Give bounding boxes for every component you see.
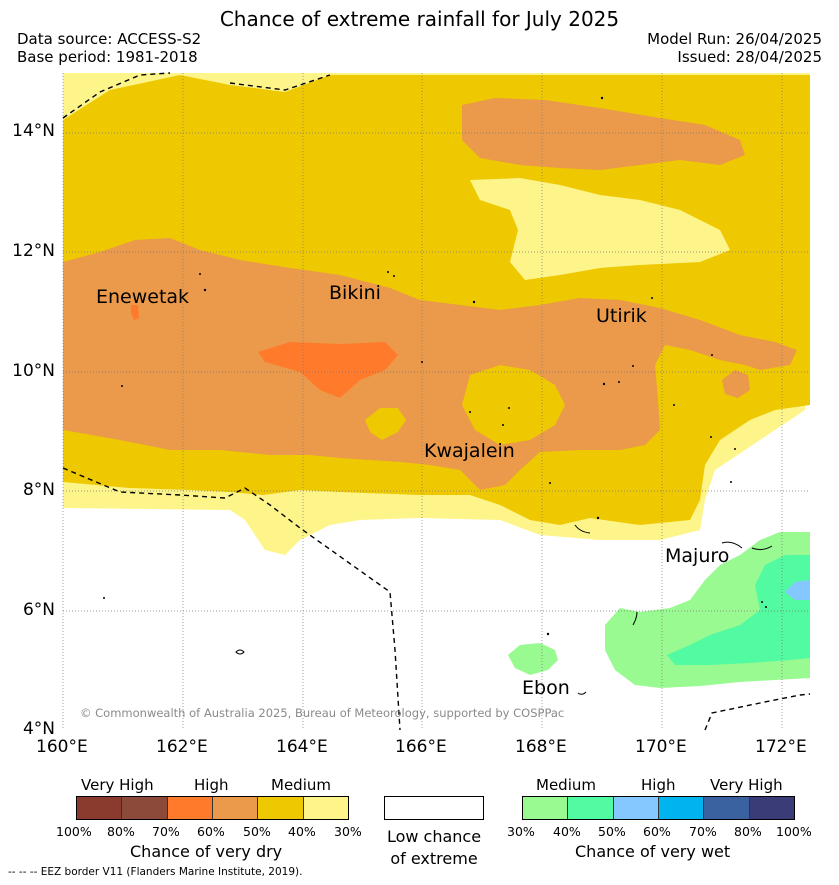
dry-legend-medium: Medium <box>271 776 331 794</box>
dry-50-60-north-band <box>462 98 745 170</box>
lon-tick-label: 164°E <box>276 737 328 757</box>
lat-tick-label: 12°N <box>12 241 55 261</box>
dry-swatch <box>167 797 213 819</box>
lon-tick-label: 162°E <box>156 737 208 757</box>
place-label-kwajalein: Kwajalein <box>424 440 515 462</box>
lon-tick-label: 160°E <box>36 737 88 757</box>
dry-40-50-small-patch <box>365 408 406 440</box>
wet-tick-label: 100% <box>776 824 812 839</box>
issued-date: Issued: 28/04/2025 <box>677 48 822 66</box>
wet-swatch <box>704 797 750 819</box>
dry-tick-label: 60% <box>197 824 225 839</box>
dry-tick-label: 100% <box>56 824 92 839</box>
base-period: Base period: 1981-2018 <box>17 48 198 66</box>
model-run: Model Run: 26/04/2025 <box>647 30 822 48</box>
wet-legend-caption: Chance of very wet <box>575 842 731 861</box>
dry-legend-high: High <box>194 776 229 794</box>
dry-swatch <box>122 797 168 819</box>
wet-tick-label: 30% <box>507 824 535 839</box>
wet-tick-label: 80% <box>734 824 762 839</box>
lat-tick-label: 14°N <box>12 121 55 141</box>
wet-50-60-region <box>785 580 810 600</box>
wet-swatch <box>568 797 614 819</box>
wet-colorbar <box>522 796 795 820</box>
low-chance-line2: of extreme <box>390 849 478 868</box>
lat-tick-label: 8°N <box>22 480 55 500</box>
dry-40-50-inner-patch <box>462 365 565 445</box>
dry-tick-label: 50% <box>243 824 271 839</box>
wet-tick-label: 40% <box>553 824 581 839</box>
copyright-notice: © Commonwealth of Australia 2025, Bureau… <box>80 706 565 720</box>
place-label-bikini: Bikini <box>329 282 381 304</box>
map-plot-area <box>63 73 810 730</box>
wet-40-50-region <box>667 555 810 665</box>
dry-tick-label: 80% <box>107 824 135 839</box>
dry-swatch <box>77 797 123 819</box>
wet-legend-high: High <box>641 776 676 794</box>
wet-swatch <box>523 797 569 819</box>
wet-legend-very-high: Very High <box>710 776 783 794</box>
lon-tick-label: 168°E <box>515 737 567 757</box>
dry-50-60-east-spot <box>722 370 750 398</box>
dry-50-60-main-band <box>63 238 797 490</box>
eez-footnote: -- -- -- EEZ border V11 (Flanders Marine… <box>8 866 303 878</box>
wet-30-40-ebon-patch <box>508 643 558 675</box>
lat-tick-label: 4°N <box>22 719 55 739</box>
atoll-outlines <box>235 524 773 695</box>
wet-tick-label: 60% <box>643 824 671 839</box>
eez-border <box>62 72 811 731</box>
data-source: Data source: ACCESS-S2 <box>17 30 202 48</box>
dry-60-70-enewetak-spot <box>131 305 139 320</box>
dry-swatch <box>258 797 304 819</box>
place-label-enewetak: Enewetak <box>96 286 190 308</box>
dry-legend-very-high: Very High <box>81 776 154 794</box>
wet-legend-medium: Medium <box>536 776 596 794</box>
map-title: Chance of extreme rainfall for July 2025 <box>219 7 620 31</box>
lon-tick-label: 172°E <box>755 737 807 757</box>
dry-tick-label: 30% <box>334 824 362 839</box>
place-label-utirik: Utirik <box>596 305 647 327</box>
low-chance-swatch <box>384 796 484 820</box>
lon-tick-label: 170°E <box>635 737 687 757</box>
dry-tick-label: 40% <box>288 824 316 839</box>
wet-swatch <box>613 797 659 819</box>
dry-swatch <box>303 797 348 819</box>
low-chance-line1: Low chance <box>386 827 482 846</box>
lon-tick-label: 166°E <box>395 737 447 757</box>
place-label-majuro: Majuro <box>665 545 730 567</box>
lat-tick-label: 10°N <box>12 361 55 381</box>
lat-tick-label: 6°N <box>22 600 55 620</box>
dry-swatch <box>212 797 259 819</box>
wet-swatch <box>749 797 794 819</box>
dry-legend-caption: Chance of very dry <box>130 842 283 861</box>
dry-tick-label: 70% <box>152 824 180 839</box>
wet-tick-label: 50% <box>598 824 626 839</box>
place-label-ebon: Ebon <box>522 677 570 699</box>
dry-30-40-north-patch <box>470 178 730 280</box>
island-specks <box>103 96 767 636</box>
dry-60-70-region <box>258 342 398 398</box>
wet-swatch <box>658 797 705 819</box>
dry-colorbar <box>76 796 349 820</box>
wet-tick-label: 70% <box>689 824 717 839</box>
